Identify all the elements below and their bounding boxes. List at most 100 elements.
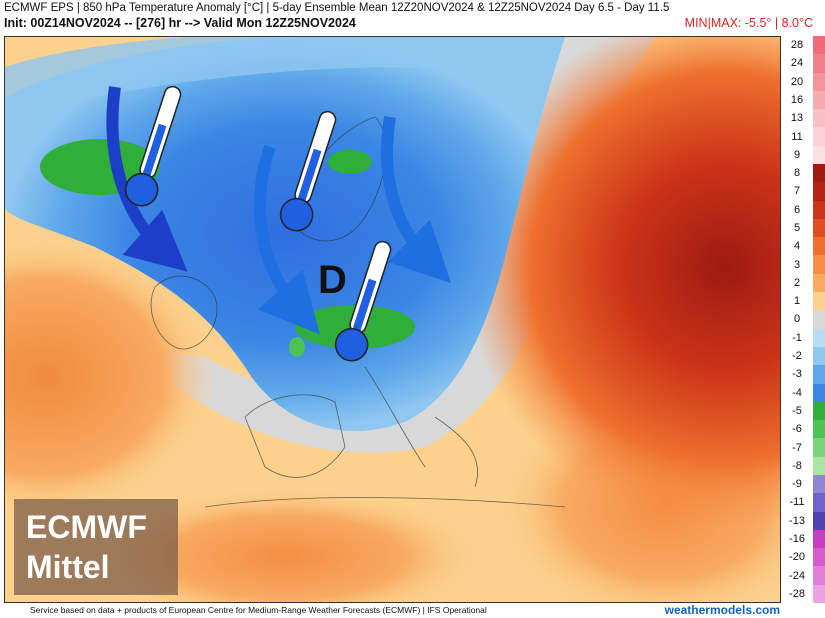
cold-air-arrow-east <box>381 116 452 284</box>
legend-entry: -1 <box>781 328 825 347</box>
legend-swatch <box>813 438 825 457</box>
legend-label: 16 <box>790 94 804 106</box>
legend-label: 6 <box>793 203 801 216</box>
legend-entry: 3 <box>781 255 825 274</box>
low-pressure-label: D <box>318 258 347 302</box>
legend-label: 4 <box>793 240 801 253</box>
legend-swatch <box>813 72 825 91</box>
legend-entry: -4 <box>781 383 825 402</box>
legend-entry: -8 <box>781 456 825 475</box>
legend-swatch <box>813 127 825 146</box>
legend-swatch <box>813 456 825 475</box>
min-max-readout: MIN|MAX: -5.5° | 8.0°C <box>684 16 813 30</box>
legend-entry: 9 <box>781 145 825 165</box>
legend-entry: 20 <box>781 72 825 91</box>
legend-entry: -3 <box>781 365 825 384</box>
legend-swatch <box>813 346 825 366</box>
thermometer-cold-icon <box>124 85 182 207</box>
legend-entry: 16 <box>781 90 825 110</box>
legend-entry: 1 <box>781 292 825 311</box>
legend-swatch <box>813 145 825 165</box>
legend-label: 7 <box>793 185 801 198</box>
legend-label: -4 <box>792 386 802 399</box>
legend-label: -9 <box>792 478 802 491</box>
legend-swatch <box>813 328 825 347</box>
legend-entry: -6 <box>781 420 825 439</box>
legend-label: -16 <box>789 532 805 545</box>
legend-label: 5 <box>793 222 801 235</box>
legend-swatch <box>813 383 825 402</box>
brand-link[interactable]: weathermodels.com <box>664 603 780 617</box>
legend-entry: -2 <box>781 346 825 366</box>
data-credit: Service based on data + products of Euro… <box>30 605 487 615</box>
legend-label: 11 <box>791 130 803 143</box>
legend-swatch <box>813 566 825 585</box>
chart-title: ECMWF EPS | 850 hPa Temperature Anomaly … <box>4 2 670 14</box>
model-badge: ECMWF Mittel <box>14 499 178 595</box>
legend-label: -20 <box>789 551 805 564</box>
legend-entry: -28 <box>781 584 825 603</box>
coastlines <box>150 116 566 508</box>
init-valid-line: Init: 00Z14NOV2024 -- [276] hr --> Valid… <box>4 16 356 30</box>
legend-label: -24 <box>789 569 805 582</box>
legend-label: -11 <box>789 496 805 509</box>
legend-entry: -24 <box>781 566 825 585</box>
legend-swatch <box>813 36 825 55</box>
legend-swatch <box>813 548 825 567</box>
legend-label: 24 <box>790 57 804 70</box>
legend-entry: -9 <box>781 474 825 494</box>
legend-swatch <box>813 529 825 549</box>
legend-entry: -7 <box>781 438 825 457</box>
legend-swatch <box>813 90 825 110</box>
legend-entry: 7 <box>781 182 825 201</box>
legend-entry: -20 <box>781 548 825 567</box>
legend-label: -5 <box>792 404 802 417</box>
legend-swatch <box>813 54 825 73</box>
legend-entry: 5 <box>781 218 825 238</box>
legend-entry: 0 <box>781 310 825 329</box>
legend-swatch <box>813 401 825 421</box>
legend-entry: -13 <box>781 511 825 530</box>
legend-label: -7 <box>792 441 802 454</box>
legend-label: -2 <box>792 350 802 363</box>
legend-swatch <box>813 310 825 329</box>
legend-swatch <box>813 474 825 494</box>
thermometer-cold-icon <box>279 110 337 232</box>
legend-label: 20 <box>790 75 804 88</box>
legend-swatch <box>813 420 825 439</box>
legend-label: -6 <box>792 423 802 436</box>
legend-entry: 6 <box>781 200 825 219</box>
badge-line-model: ECMWF <box>26 509 147 545</box>
legend-entry: 8 <box>781 164 825 183</box>
legend-entry: -16 <box>781 529 825 549</box>
legend-label: 0 <box>793 313 801 326</box>
legend-swatch <box>813 182 825 201</box>
legend-swatch <box>813 292 825 311</box>
legend-entry: 2 <box>781 273 825 293</box>
cold-air-arrow-west <box>106 86 188 272</box>
color-scale-legend: 28 24 20 16 13 11 9 8 7 6 5 4 3 2 1 0 -1 -2 -3 -4 -5 -6 -7 -8 -9… <box>781 36 825 603</box>
legend-label: 28 <box>790 39 804 52</box>
legend-swatch <box>813 493 825 512</box>
legend-label: 13 <box>790 112 804 125</box>
legend-entry: 11 <box>781 127 825 146</box>
legend-label: -1 <box>792 331 802 344</box>
legend-swatch <box>813 584 825 603</box>
legend-label: 3 <box>793 258 801 271</box>
legend-entry: -11 <box>781 493 825 512</box>
legend-swatch <box>813 365 825 384</box>
legend-label: -8 <box>792 459 802 472</box>
legend-entry: -5 <box>781 401 825 421</box>
legend-label: -3 <box>792 368 802 381</box>
legend-label: 2 <box>793 276 801 289</box>
legend-entry: 4 <box>781 237 825 256</box>
legend-swatch <box>813 255 825 274</box>
legend-label: 1 <box>793 295 801 308</box>
legend-label: -28 <box>789 587 805 600</box>
legend-swatch <box>813 109 825 128</box>
legend-swatch <box>813 164 825 183</box>
legend-swatch <box>813 218 825 238</box>
cold-air-arrow-center <box>254 145 320 335</box>
legend-swatch <box>813 200 825 219</box>
legend-label: 9 <box>793 148 801 161</box>
